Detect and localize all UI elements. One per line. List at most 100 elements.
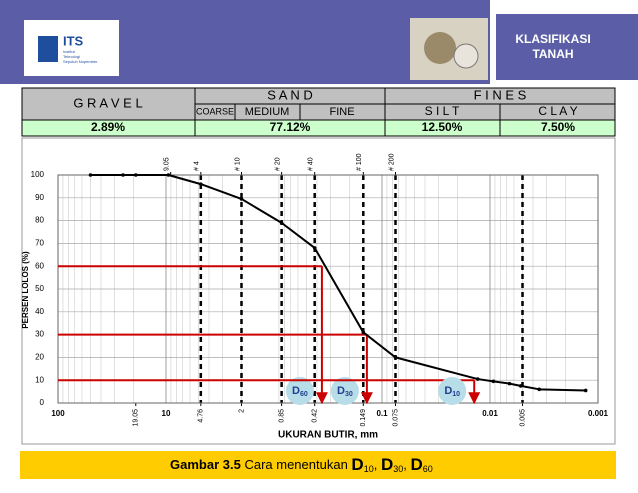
y-tick-label: 10 xyxy=(35,375,44,384)
logo-sub: Sepuluh Nopember xyxy=(63,59,98,64)
top-tick-label: # 40 xyxy=(308,157,315,171)
d-label: D30 xyxy=(337,385,353,398)
sieve-tick-label: 2 xyxy=(238,409,245,413)
term-sub: 10 xyxy=(364,464,374,474)
logo-emblem xyxy=(38,36,58,62)
y-tick-label: 60 xyxy=(35,261,44,270)
percent: 7.50% xyxy=(541,120,575,134)
caption-bar xyxy=(20,451,616,479)
photo-detail xyxy=(424,32,456,64)
d-badge xyxy=(285,377,314,405)
x-tick-label: 100 xyxy=(51,409,65,418)
top-tick-label: # 200 xyxy=(388,153,395,171)
x-tick-label: 10 xyxy=(162,409,171,418)
sieve-tick-label: 4.76 xyxy=(198,409,205,423)
y-tick-label: 50 xyxy=(35,284,44,293)
data-point xyxy=(88,173,93,177)
top-tick-label: # 4 xyxy=(194,161,201,171)
x-axis-label: UKURAN BUTIR, mm xyxy=(278,430,378,441)
term-sub: 60 xyxy=(423,464,433,474)
d-letter: D xyxy=(292,385,300,397)
title: TANAH xyxy=(532,47,573,61)
d-sub: 60 xyxy=(300,391,308,398)
percent: 12.50% xyxy=(422,120,463,134)
data-point xyxy=(279,221,284,225)
sieve-tick-label: 19.05 xyxy=(133,409,140,427)
d-label: D10 xyxy=(444,385,460,398)
subgroup: MEDIUM xyxy=(245,106,290,118)
plot-frame xyxy=(57,174,599,404)
data-point xyxy=(312,246,317,250)
chart: 0 10 20 30 40 50 60 70 80 90 100 100 10 0.1 0.01 0.001 1… xyxy=(31,153,609,426)
data-point xyxy=(361,330,366,335)
y-tick-label: 20 xyxy=(35,353,44,362)
term: D xyxy=(411,455,423,474)
x-tick-label: 0.1 xyxy=(376,409,388,418)
caption-label: Gambar 3.5 xyxy=(170,457,241,472)
y-tick-label: 30 xyxy=(35,330,44,339)
top-tick-label: 9.05 xyxy=(164,157,171,171)
sieve-tick-label: 0.42 xyxy=(312,409,319,423)
term: D xyxy=(351,455,363,474)
y-tick-label: 80 xyxy=(35,216,44,225)
data-point xyxy=(537,387,542,392)
group: F I N E S xyxy=(474,87,527,102)
top-tick-label: # 10 xyxy=(234,157,241,171)
caption-text: Cara menentukan xyxy=(244,457,347,472)
x-tick-label: 0.001 xyxy=(588,409,609,418)
data-point xyxy=(518,384,523,388)
sieve-tick-label: 0.005 xyxy=(519,409,526,427)
subgroup: S I L T xyxy=(425,104,460,118)
d-badge xyxy=(330,377,359,405)
y-tick-label: 100 xyxy=(31,170,45,179)
data-point xyxy=(583,388,588,393)
percent: 2.89% xyxy=(91,120,125,134)
data-point xyxy=(491,379,496,384)
data-point xyxy=(475,377,480,381)
table-percent-row xyxy=(21,119,616,137)
top-tick-label: # 20 xyxy=(274,157,281,171)
data-point xyxy=(393,355,398,360)
logo-sub: Teknologi xyxy=(63,54,80,59)
chart-area xyxy=(21,137,616,445)
data-point xyxy=(166,173,171,177)
x-tick-label: 0.01 xyxy=(482,409,498,418)
d-badge xyxy=(438,377,467,405)
d-sub: 30 xyxy=(345,391,353,398)
term-sub: 30 xyxy=(393,464,403,474)
y-tick-label: 0 xyxy=(40,398,45,407)
data-point xyxy=(133,173,138,177)
term: D xyxy=(381,455,393,474)
data-point xyxy=(121,173,125,177)
d-letter: D xyxy=(337,385,345,397)
sieve-tick-label: 0.85 xyxy=(278,409,285,423)
subgroup: COARSE xyxy=(196,106,234,116)
header-rule xyxy=(0,84,638,86)
percent: 77.12% xyxy=(270,120,311,134)
subgroup: C L A Y xyxy=(538,104,577,118)
y-axis-label: PERSEN LOLOS (%) xyxy=(21,251,30,329)
top-tick-label: # 100 xyxy=(356,153,363,171)
group: G R A V E L xyxy=(73,95,142,110)
group: S A N D xyxy=(267,87,313,102)
y-tick-label: 90 xyxy=(35,193,44,202)
data-point xyxy=(239,197,244,201)
grading-curve xyxy=(90,174,586,392)
y-tick-label: 40 xyxy=(35,307,44,316)
title: KLASIFIKASI xyxy=(515,32,590,46)
separator: , xyxy=(374,457,378,472)
subgroup: FINE xyxy=(329,106,354,118)
data-point xyxy=(507,381,512,386)
title-box xyxy=(496,14,638,80)
d-sub: 10 xyxy=(452,391,460,398)
d-label: D60 xyxy=(292,385,308,398)
y-tick-label: 70 xyxy=(35,239,44,248)
photo-detail xyxy=(453,43,479,69)
data-point xyxy=(199,182,203,186)
separator: , xyxy=(403,457,407,472)
logo-name: ITS xyxy=(63,33,84,48)
logo-sub: Institut xyxy=(63,49,76,54)
caption: Gambar 3.5 Cara menentukan D10, D30, D60 xyxy=(170,455,433,474)
sieve-tick-label: 0.149 xyxy=(360,409,367,427)
